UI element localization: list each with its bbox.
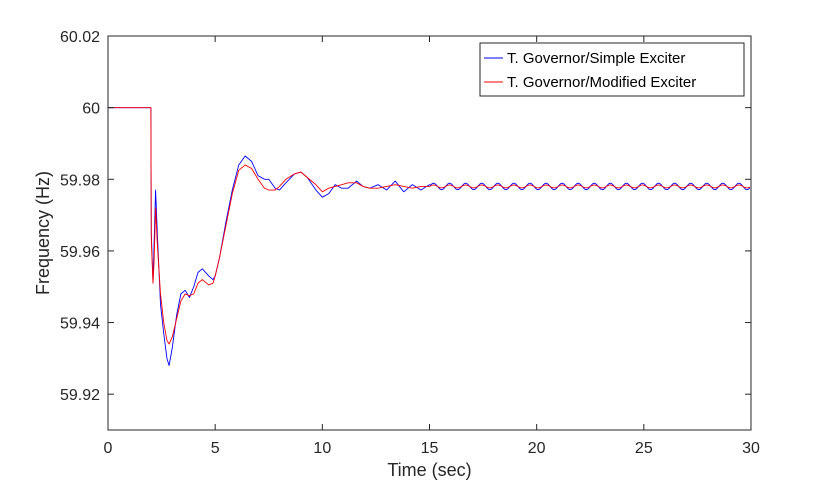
y-axis: 59.92 59.94 59.96 59.98 60 60.02	[60, 29, 751, 404]
x-tick-label: 30	[742, 440, 760, 457]
x-tick-label: 20	[528, 440, 546, 457]
x-tick-label: 0	[104, 440, 113, 457]
y-tick-label: 59.98	[60, 172, 100, 189]
x-axis: 0 5 10 15 20 25 30	[104, 36, 760, 457]
legend-label-simple-exciter: T. Governor/Simple Exciter	[507, 50, 685, 67]
legend-box	[479, 42, 745, 97]
x-axis-label: Time (sec)	[387, 460, 471, 480]
series-line-1	[108, 107, 751, 345]
y-tick-label: 60	[82, 101, 100, 118]
series-layer	[108, 107, 751, 366]
y-axis-label: Frequency (Hz)	[33, 171, 53, 295]
y-tick-label: 59.94	[60, 316, 100, 333]
legend-label-modified-exciter: T. Governor/Modified Exciter	[507, 74, 696, 91]
x-tick-label: 10	[313, 440, 331, 457]
x-tick-label: 25	[635, 440, 653, 457]
y-tick-label: 59.96	[60, 244, 100, 261]
y-tick-label: 60.02	[60, 29, 100, 46]
legend: T. Governor/Simple Exciter T. Governor/M…	[479, 42, 745, 97]
x-tick-label: 15	[421, 440, 439, 457]
x-tick-label: 5	[211, 440, 220, 457]
y-tick-label: 59.92	[60, 387, 100, 404]
